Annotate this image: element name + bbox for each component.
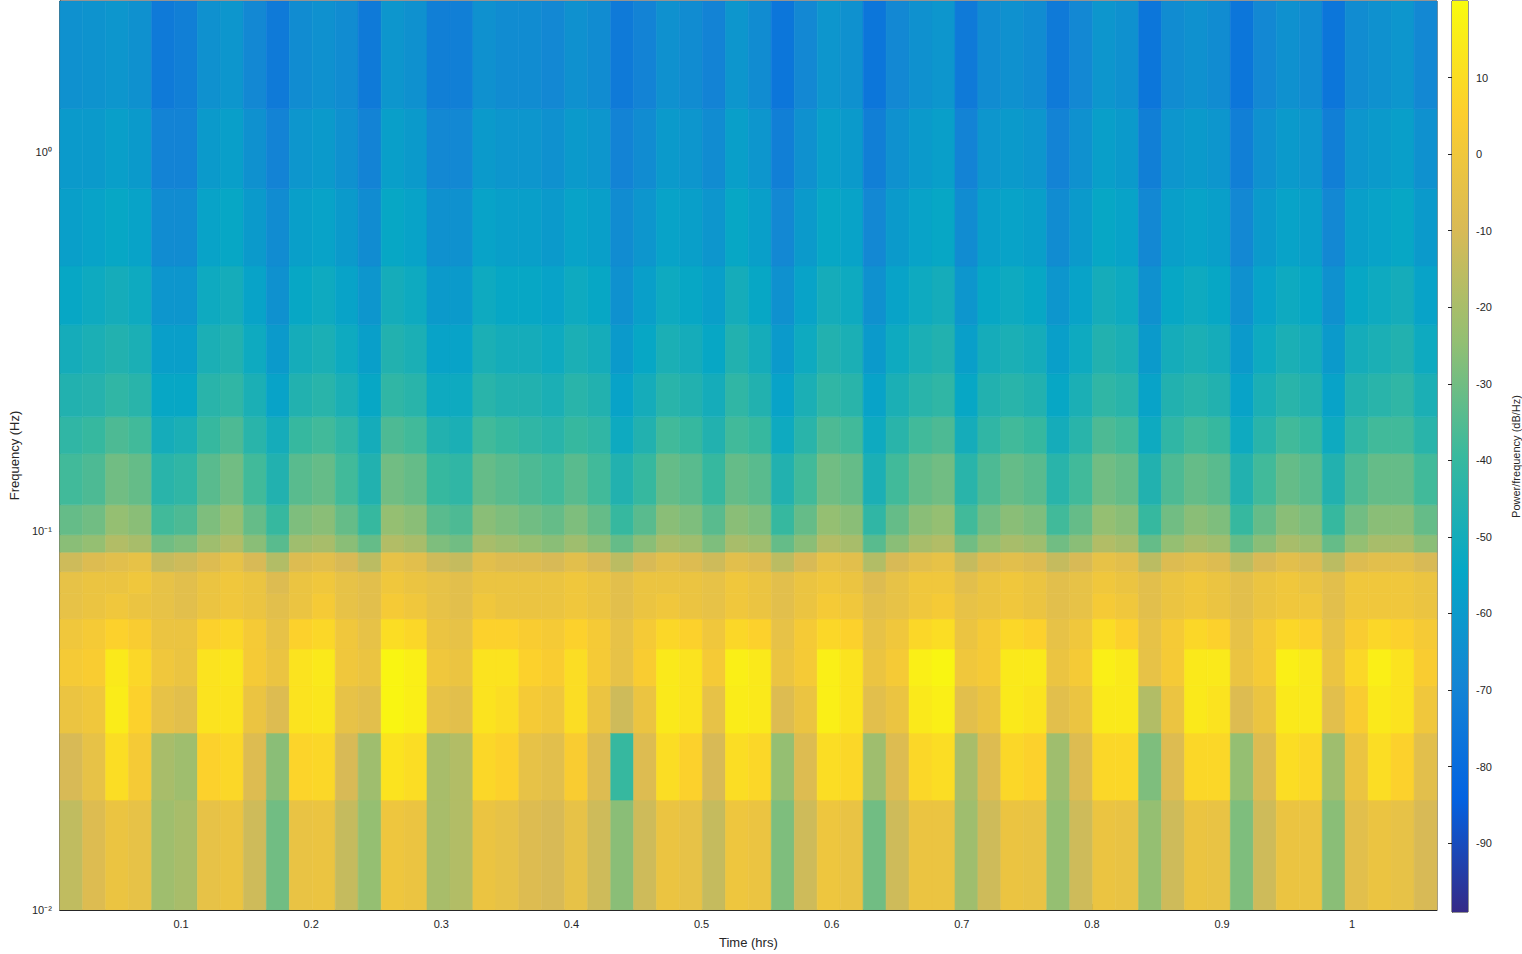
svg-text:Frequency (Hz): Frequency (Hz): [7, 411, 22, 501]
svg-text:10⁻²: 10⁻²: [32, 904, 52, 916]
svg-text:-30: -30: [1476, 378, 1492, 390]
svg-text:0.8: 0.8: [1084, 918, 1099, 930]
svg-text:0.7: 0.7: [954, 918, 969, 930]
svg-text:Power/frequency (dB/Hz): Power/frequency (dB/Hz): [1510, 395, 1522, 518]
svg-text:-40: -40: [1476, 454, 1492, 466]
svg-text:0.2: 0.2: [304, 918, 319, 930]
svg-text:0.3: 0.3: [434, 918, 449, 930]
svg-text:-60: -60: [1476, 607, 1492, 619]
svg-text:0.1: 0.1: [173, 918, 188, 930]
svg-text:0.6: 0.6: [824, 918, 839, 930]
svg-text:0.4: 0.4: [564, 918, 579, 930]
svg-text:-70: -70: [1476, 684, 1492, 696]
svg-text:10: 10: [1476, 72, 1488, 84]
svg-text:Time (hrs): Time (hrs): [719, 935, 778, 950]
svg-text:-80: -80: [1476, 761, 1492, 773]
svg-text:-90: -90: [1476, 837, 1492, 849]
svg-text:0: 0: [1476, 148, 1482, 160]
svg-text:0.5: 0.5: [694, 918, 709, 930]
svg-text:-50: -50: [1476, 531, 1492, 543]
svg-text:-20: -20: [1476, 301, 1492, 313]
svg-text:-10: -10: [1476, 225, 1492, 237]
svg-text:1: 1: [1349, 918, 1355, 930]
svg-text:0.9: 0.9: [1214, 918, 1229, 930]
svg-text:10⁰: 10⁰: [36, 146, 52, 158]
svg-text:10⁻¹: 10⁻¹: [32, 525, 52, 537]
